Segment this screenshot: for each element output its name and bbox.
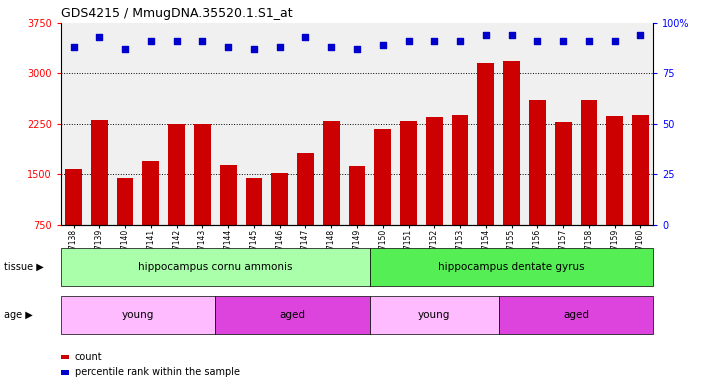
Point xyxy=(635,32,646,38)
Bar xyxy=(323,121,340,225)
Bar xyxy=(632,115,649,225)
Point xyxy=(480,32,491,38)
Point xyxy=(506,32,518,38)
Point xyxy=(532,38,543,44)
Point xyxy=(196,38,208,44)
Bar xyxy=(169,124,185,225)
Text: tissue ▶: tissue ▶ xyxy=(4,262,44,272)
Point xyxy=(403,38,414,44)
Point xyxy=(119,46,131,52)
Point xyxy=(428,38,440,44)
Bar xyxy=(426,117,443,225)
Bar xyxy=(91,120,108,225)
Text: hippocampus cornu ammonis: hippocampus cornu ammonis xyxy=(138,262,293,272)
Point xyxy=(248,46,260,52)
Point xyxy=(223,44,234,50)
Point xyxy=(351,46,363,52)
Point xyxy=(68,44,79,50)
Bar xyxy=(271,173,288,225)
Bar xyxy=(143,161,159,225)
Point xyxy=(454,38,466,44)
Bar xyxy=(580,100,598,225)
Bar xyxy=(529,100,545,225)
Text: young: young xyxy=(418,310,451,320)
Point xyxy=(609,38,620,44)
Point xyxy=(326,44,337,50)
Point xyxy=(558,38,569,44)
Text: GDS4215 / MmugDNA.35520.1.S1_at: GDS4215 / MmugDNA.35520.1.S1_at xyxy=(61,7,292,20)
Bar xyxy=(400,121,417,225)
Text: young: young xyxy=(122,310,154,320)
Bar xyxy=(116,178,134,225)
Bar xyxy=(503,61,520,225)
Bar xyxy=(297,153,314,225)
Point xyxy=(300,34,311,40)
Bar xyxy=(555,122,571,225)
Bar xyxy=(65,169,82,225)
Point xyxy=(145,38,156,44)
Bar xyxy=(246,178,262,225)
Point xyxy=(94,34,105,40)
Text: count: count xyxy=(75,352,103,362)
Text: aged: aged xyxy=(563,310,589,320)
Bar xyxy=(220,165,236,225)
Text: age ▶: age ▶ xyxy=(4,310,32,320)
Text: aged: aged xyxy=(280,310,306,320)
Bar xyxy=(478,63,494,225)
Bar xyxy=(452,115,468,225)
Point xyxy=(274,44,286,50)
Point xyxy=(377,42,388,48)
Text: hippocampus dentate gyrus: hippocampus dentate gyrus xyxy=(438,262,585,272)
Text: percentile rank within the sample: percentile rank within the sample xyxy=(75,367,240,377)
Point xyxy=(583,38,595,44)
Bar xyxy=(348,166,366,225)
Bar xyxy=(606,116,623,225)
Bar xyxy=(194,124,211,225)
Point xyxy=(171,38,182,44)
Bar xyxy=(374,129,391,225)
